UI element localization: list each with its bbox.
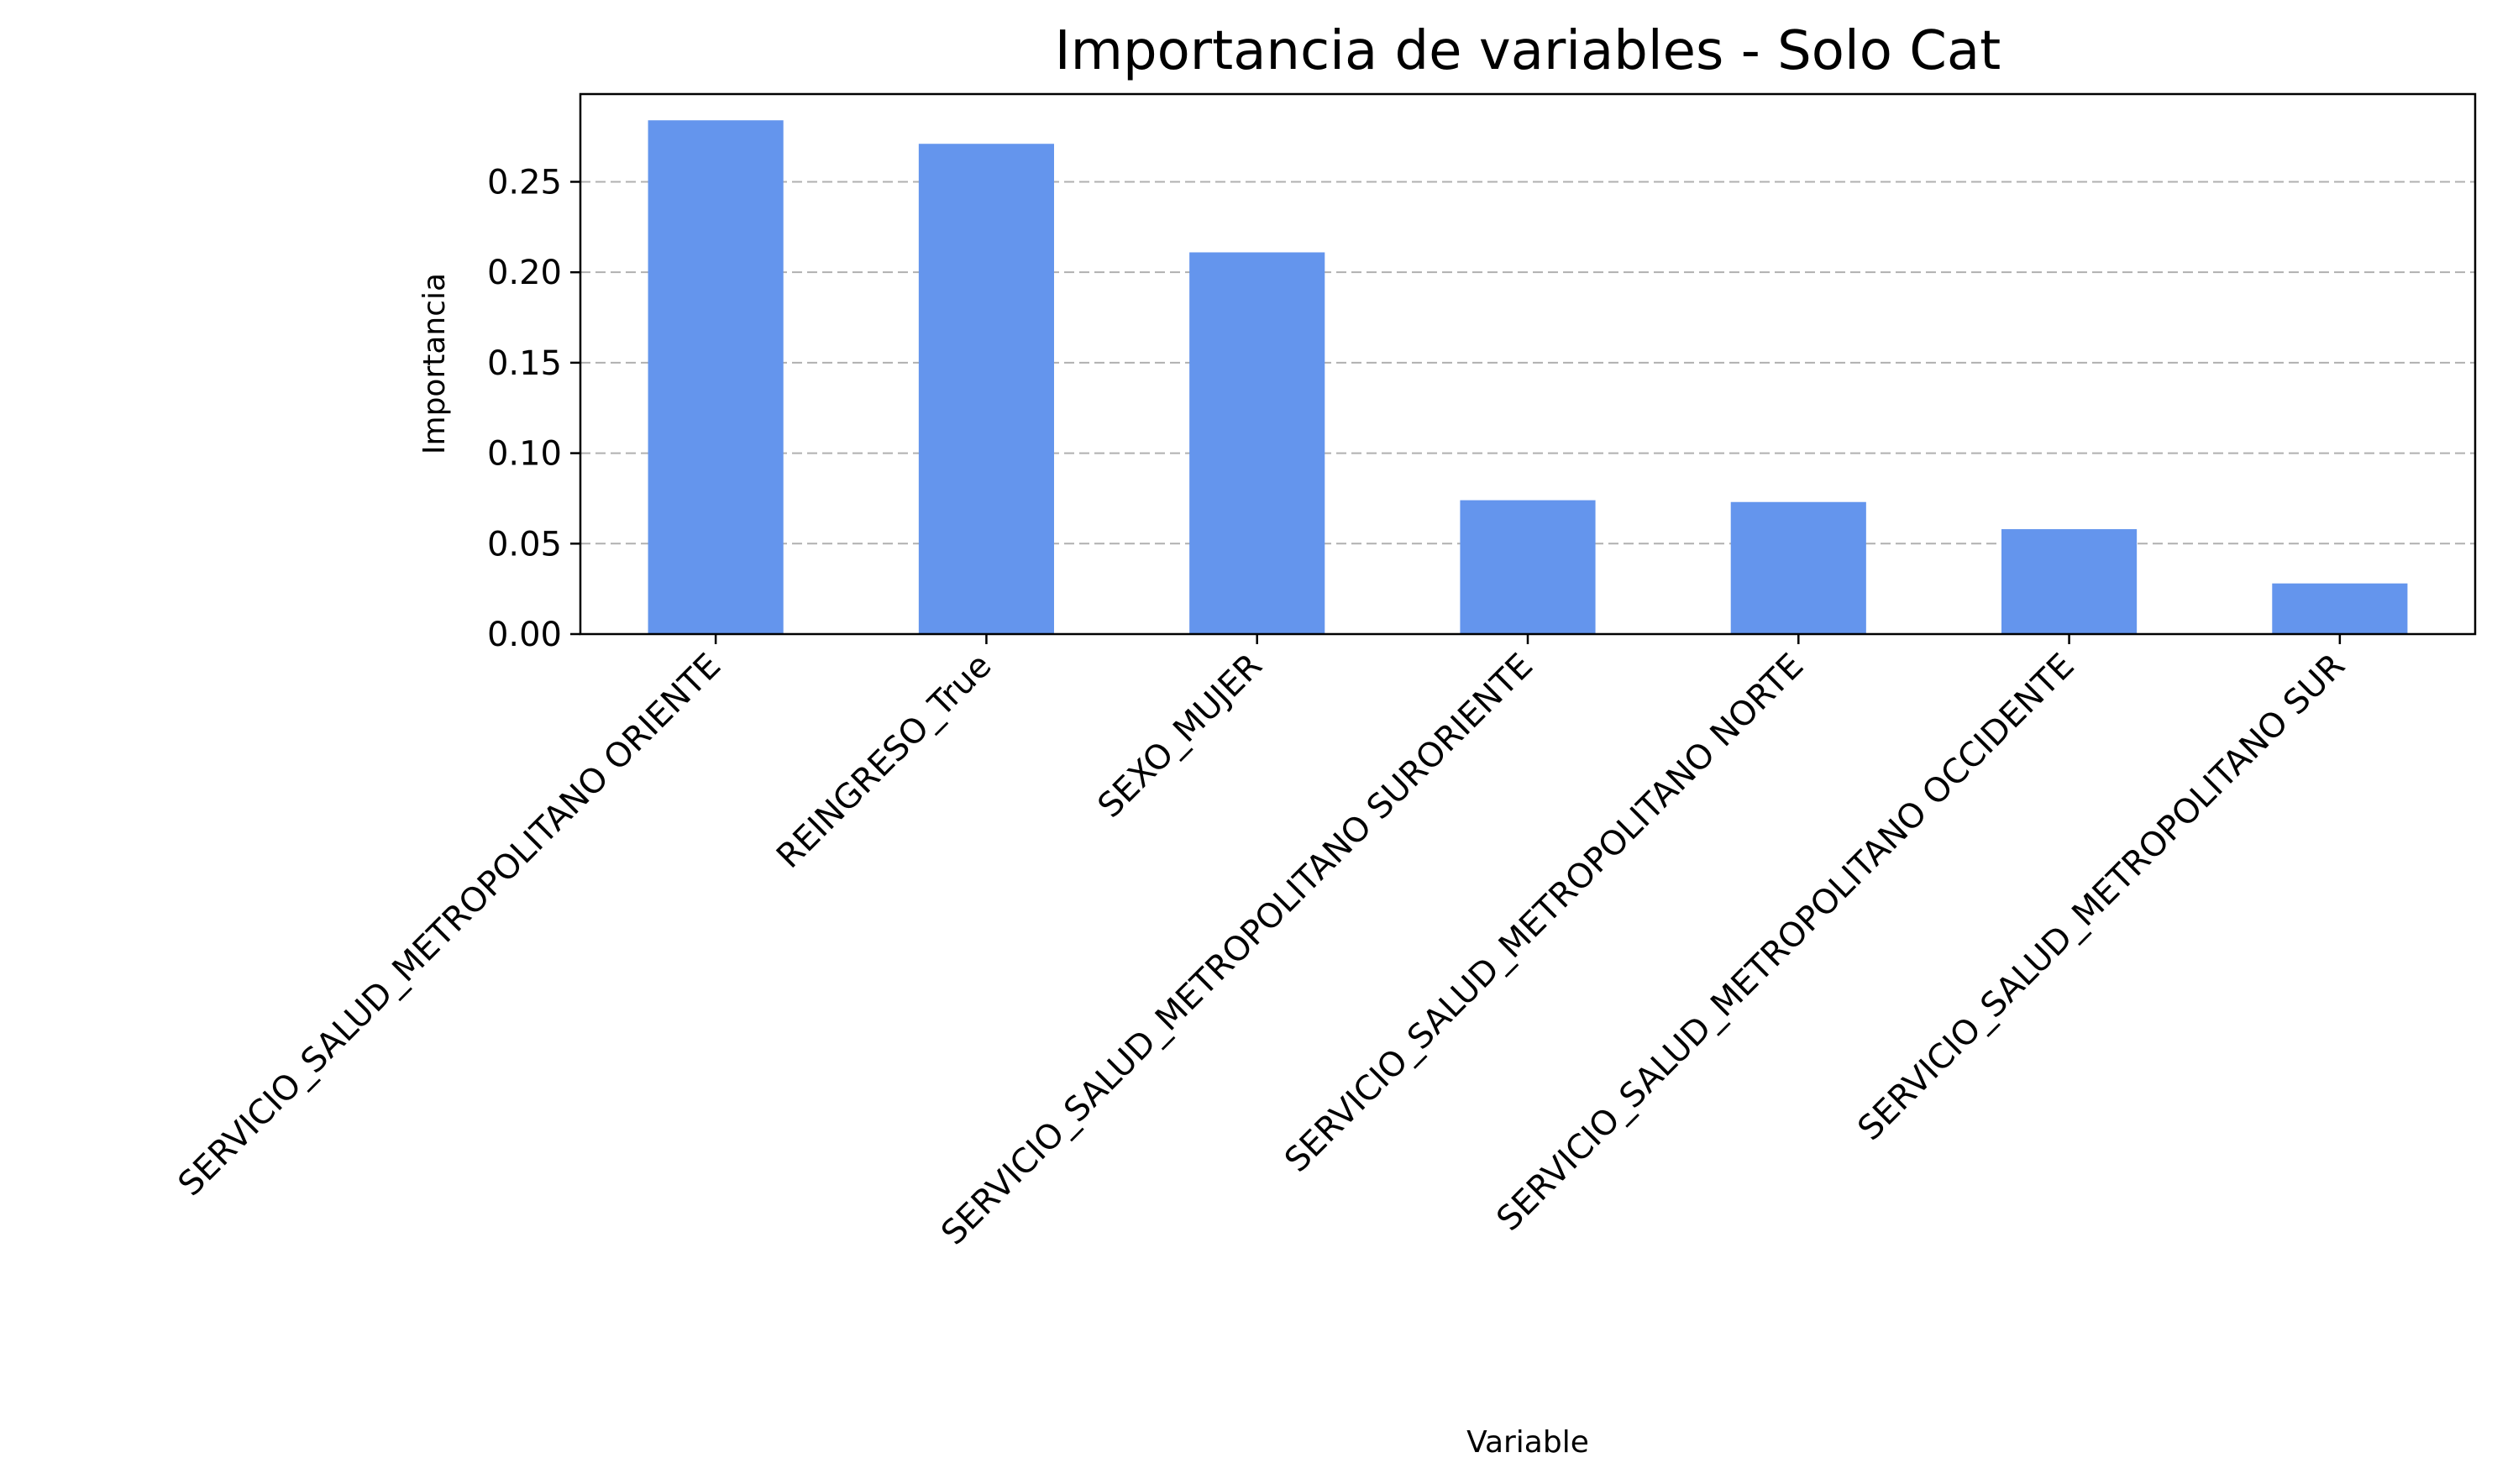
- x-tick-label: SERVICIO_SALUD_METROPOLITANO SURORIENTE: [934, 647, 1540, 1253]
- y-axis-ticks: 0.00 0.05 0.10 0.15 0.20 0.25: [487, 163, 580, 654]
- bar: [2272, 583, 2408, 634]
- y-tick-label: 0.05: [487, 525, 562, 564]
- x-tick-label: REINGRESO_True: [769, 647, 999, 876]
- y-tick-label: 0.10: [487, 435, 562, 474]
- y-tick-label: 0.25: [487, 163, 562, 202]
- bar: [1730, 501, 1866, 634]
- chart-title: Importancia de variables - Solo Cat: [1055, 20, 2001, 82]
- x-tick-label: SERVICIO_SALUD_METROPOLITANO ORIENTE: [171, 647, 729, 1204]
- y-axis-label: Importancia: [417, 273, 452, 454]
- y-tick-label: 0.00: [487, 616, 562, 654]
- bar: [1189, 252, 1325, 634]
- bar: [2001, 529, 2138, 634]
- bar: [648, 120, 784, 635]
- y-tick-label: 0.20: [487, 254, 562, 292]
- y-tick-label: 0.15: [487, 344, 562, 383]
- bar: [1460, 500, 1596, 634]
- bar: [918, 144, 1054, 634]
- bars: [648, 120, 2408, 635]
- x-tick-label: SERVICIO_SALUD_METROPOLITANO OCCIDENTE: [1489, 647, 2081, 1239]
- x-tick-label: SEXO_MUJER: [1090, 647, 1269, 826]
- x-tick-label: SERVICIO_SALUD_METROPOLITANO NORTE: [1277, 647, 1811, 1180]
- x-axis-ticks: SERVICIO_SALUD_METROPOLITANO ORIENTE REIN…: [171, 634, 2353, 1252]
- x-tick-label: SERVICIO_SALUD_METROPOLITANO SUR: [1850, 647, 2352, 1148]
- x-axis-label: Variable: [1466, 1425, 1589, 1460]
